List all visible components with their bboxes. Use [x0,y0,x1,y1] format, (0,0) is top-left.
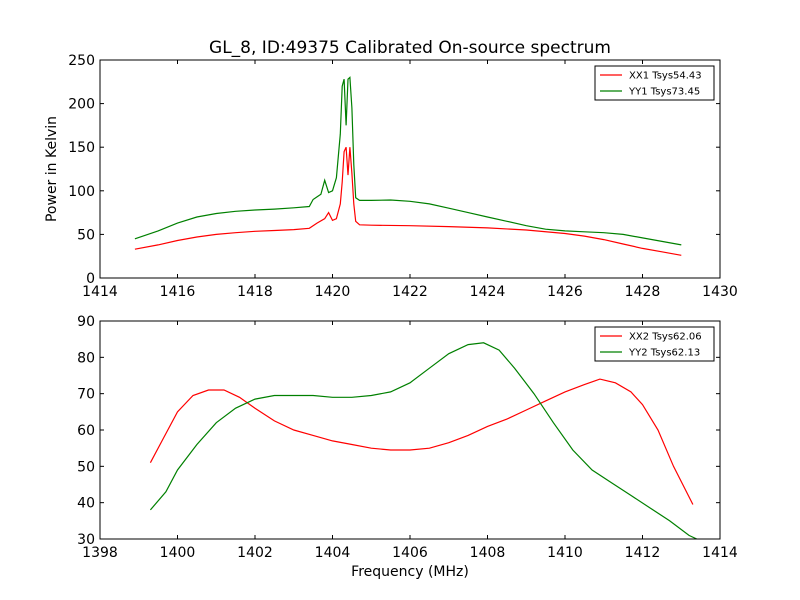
y-tick-label: 250 [68,53,95,69]
x-tick-label: 1418 [237,284,273,300]
x-tick-label: 1430 [702,284,738,300]
x-tick-label: 1406 [392,545,428,561]
y-tick-label: 50 [77,227,95,243]
legend-box [594,65,715,101]
x-tick-label: 1402 [237,545,273,561]
y-tick-label: 0 [86,271,95,287]
x-axis-label: Frequency (MHz) [351,564,469,580]
x-tick-label: 1408 [470,545,506,561]
y-tick-label: 40 [77,496,95,512]
series-line-xx [149,378,694,505]
series-line-yy [149,342,698,539]
y-tick-label: 50 [77,459,95,475]
y-tick-label: 80 [77,350,95,366]
legend: XX1 Tsys54.43 YY1 Tsys73.45 [594,65,715,101]
series-line-yy [134,76,682,246]
x-tick-label: 1398 [82,545,118,561]
bottom-spectrum-panel: Frequency (MHz) 1398 1400 1402 1404 1406 1408… [77,314,738,580]
legend-box [594,326,715,362]
x-tick-label: 1400 [160,545,196,561]
y-tick-label: 70 [77,387,95,403]
y-tick-label: 30 [77,532,95,548]
legend: XX2 Tsys62.06 YY2 Tsys62.13 [594,326,715,362]
y-tick-label: 150 [68,140,95,156]
x-tick-label: 1414 [82,284,118,300]
x-tick-label: 1416 [160,284,196,300]
x-tick-label: 1410 [547,545,583,561]
legend-entry: XX1 Tsys54.43 [629,71,702,82]
x-tick-label: 1414 [702,545,738,561]
y-tick-label: 200 [68,97,95,113]
x-tick-label: 1428 [625,284,661,300]
y-tick-label: 60 [77,423,95,439]
y-axis-label: Power in Kelvin [44,116,60,222]
x-tick-label: 1412 [625,545,661,561]
x-tick-label: 1424 [470,284,506,300]
legend-entry: XX2 Tsys62.06 [629,332,702,343]
x-tick-label: 1426 [547,284,583,300]
chart-title: GL_8, ID:49375 Calibrated On-source spec… [209,38,611,58]
legend-entry: YY1 Tsys73.45 [628,87,700,98]
x-tick-label: 1420 [315,284,351,300]
x-tick-label: 1404 [315,545,351,561]
y-tick-label: 100 [68,184,95,200]
y-tick-label: 90 [77,314,95,330]
top-spectrum-panel: Power in Kelvin 1414 1416 1418 1420 1422 1424… [44,53,738,300]
x-tick-label: 1422 [392,284,428,300]
legend-entry: YY2 Tsys62.13 [628,348,700,359]
series-line-xx [134,146,682,256]
